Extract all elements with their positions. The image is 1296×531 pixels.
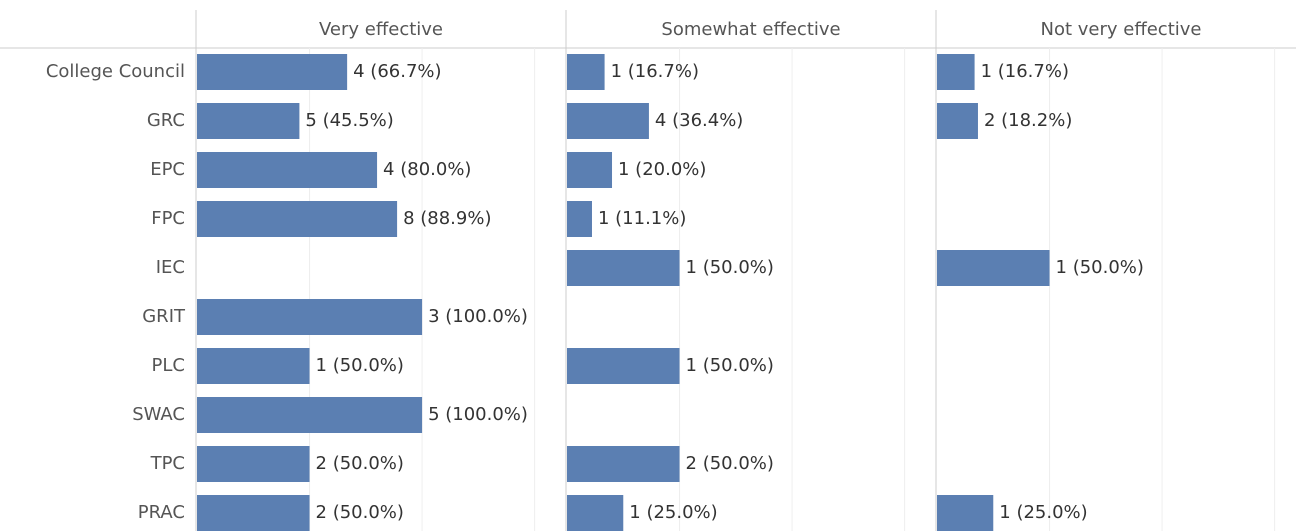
bar: [567, 103, 649, 139]
bar: [197, 152, 378, 188]
row-label: FPC: [151, 208, 185, 229]
bar: [567, 201, 592, 237]
bar: [197, 299, 423, 335]
bar: [937, 495, 994, 531]
bar: [197, 397, 423, 433]
bar: [197, 54, 348, 90]
row-label: IEC: [156, 257, 185, 278]
data-label: 1 (25.0%): [999, 502, 1087, 523]
data-label: 1 (50.0%): [686, 355, 774, 376]
data-label: 2 (50.0%): [686, 453, 774, 474]
data-label: 2 (50.0%): [316, 453, 404, 474]
data-label: 1 (50.0%): [1056, 257, 1144, 278]
data-label: 1 (25.0%): [629, 502, 717, 523]
data-label: 1 (20.0%): [618, 159, 706, 180]
bar: [567, 152, 613, 188]
row-label: EPC: [150, 159, 185, 180]
bar: [937, 250, 1050, 286]
data-label: 3 (100.0%): [428, 306, 528, 327]
data-label: 4 (36.4%): [655, 110, 743, 131]
row-label: GRIT: [142, 306, 186, 327]
bar: [567, 446, 680, 482]
bar: [197, 348, 310, 384]
data-label: 5 (45.5%): [305, 110, 393, 131]
data-label: 5 (100.0%): [428, 404, 528, 425]
bar: [567, 250, 680, 286]
bar: [937, 54, 975, 90]
data-label: 1 (16.7%): [981, 61, 1069, 82]
data-label: 4 (66.7%): [353, 61, 441, 82]
data-label: 2 (18.2%): [984, 110, 1072, 131]
bar: [197, 201, 398, 237]
column-header: Very effective: [319, 19, 443, 40]
row-label: SWAC: [132, 404, 185, 425]
column-header: Somewhat effective: [661, 19, 840, 40]
data-label: 1 (11.1%): [598, 208, 686, 229]
row-label: College Council: [46, 61, 185, 82]
data-label: 2 (50.0%): [316, 502, 404, 523]
row-label: TPC: [150, 453, 185, 474]
data-label: 1 (50.0%): [686, 257, 774, 278]
data-label: 1 (16.7%): [611, 61, 699, 82]
data-label: 1 (50.0%): [316, 355, 404, 376]
bar: [937, 103, 978, 139]
bar: [567, 495, 624, 531]
data-label: 4 (80.0%): [383, 159, 471, 180]
bar: [197, 103, 300, 139]
row-label: PRAC: [138, 502, 185, 523]
bar: [197, 446, 310, 482]
bar: [567, 54, 605, 90]
column-header: Not very effective: [1041, 19, 1202, 40]
row-label: GRC: [147, 110, 185, 131]
bar: [197, 495, 310, 531]
data-label: 8 (88.9%): [403, 208, 491, 229]
bar: [567, 348, 680, 384]
row-label: PLC: [152, 355, 185, 376]
